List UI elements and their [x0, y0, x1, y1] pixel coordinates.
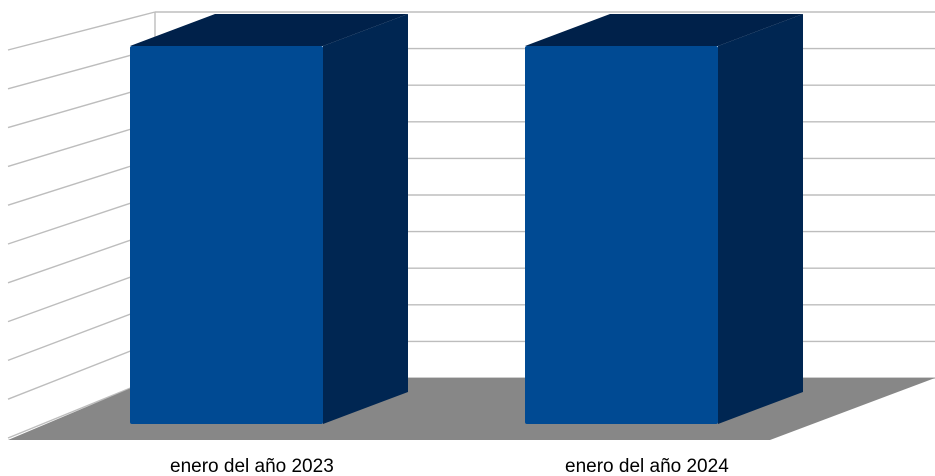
category-label: enero del año 2023 [170, 456, 334, 476]
bar-side-face [323, 14, 408, 424]
bar-front-face [130, 46, 323, 424]
bar-front-face [525, 46, 718, 424]
bars-layer [130, 14, 803, 424]
bar-top-face [130, 14, 408, 46]
category-labels: enero del año 2023 enero del año 2024 [170, 456, 729, 476]
bar-side-face [718, 14, 803, 424]
bar-top-face [525, 14, 803, 46]
bar-2 [525, 14, 803, 424]
grid-line [7, 11, 156, 51]
bar-1 [130, 14, 408, 424]
category-label: enero del año 2024 [565, 456, 729, 476]
